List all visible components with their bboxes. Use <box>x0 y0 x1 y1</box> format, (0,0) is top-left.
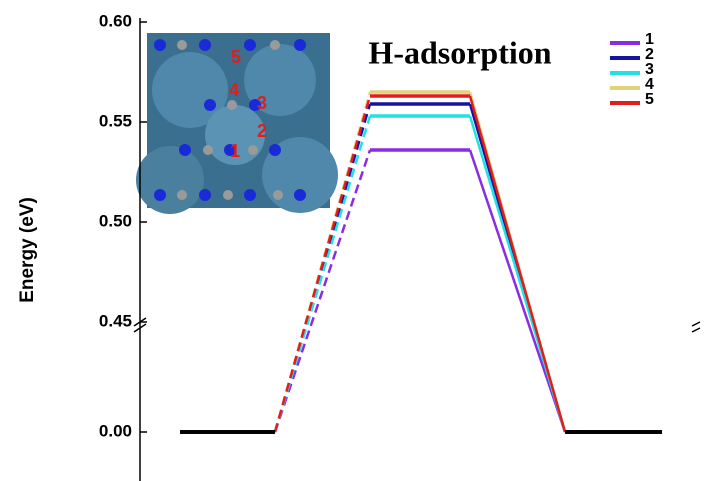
inset-label: 2 <box>257 121 267 141</box>
inset-label: 3 <box>257 93 267 113</box>
axis-break <box>692 322 700 332</box>
y-tick-label: 0.50 <box>99 211 132 230</box>
y-tick-label: 0.00 <box>99 421 132 440</box>
y-tick-label: 0.45 <box>99 311 132 330</box>
connector <box>470 150 565 432</box>
chart-title: H-adsorption <box>368 34 551 70</box>
inset-label: 4 <box>229 80 239 100</box>
chart: H-adsorption Energy (eV) 0.45 0.50 0.55 0.6… <box>0 0 705 481</box>
legend-label: 5 <box>645 91 654 108</box>
connector <box>470 96 565 432</box>
y-axis-label: Energy (eV) <box>17 197 38 303</box>
y-tick-label: 0.55 <box>99 111 132 130</box>
y-tick-label: 0.60 <box>99 11 132 30</box>
inset-label: 5 <box>231 47 241 67</box>
inset-label: 1 <box>230 141 240 161</box>
